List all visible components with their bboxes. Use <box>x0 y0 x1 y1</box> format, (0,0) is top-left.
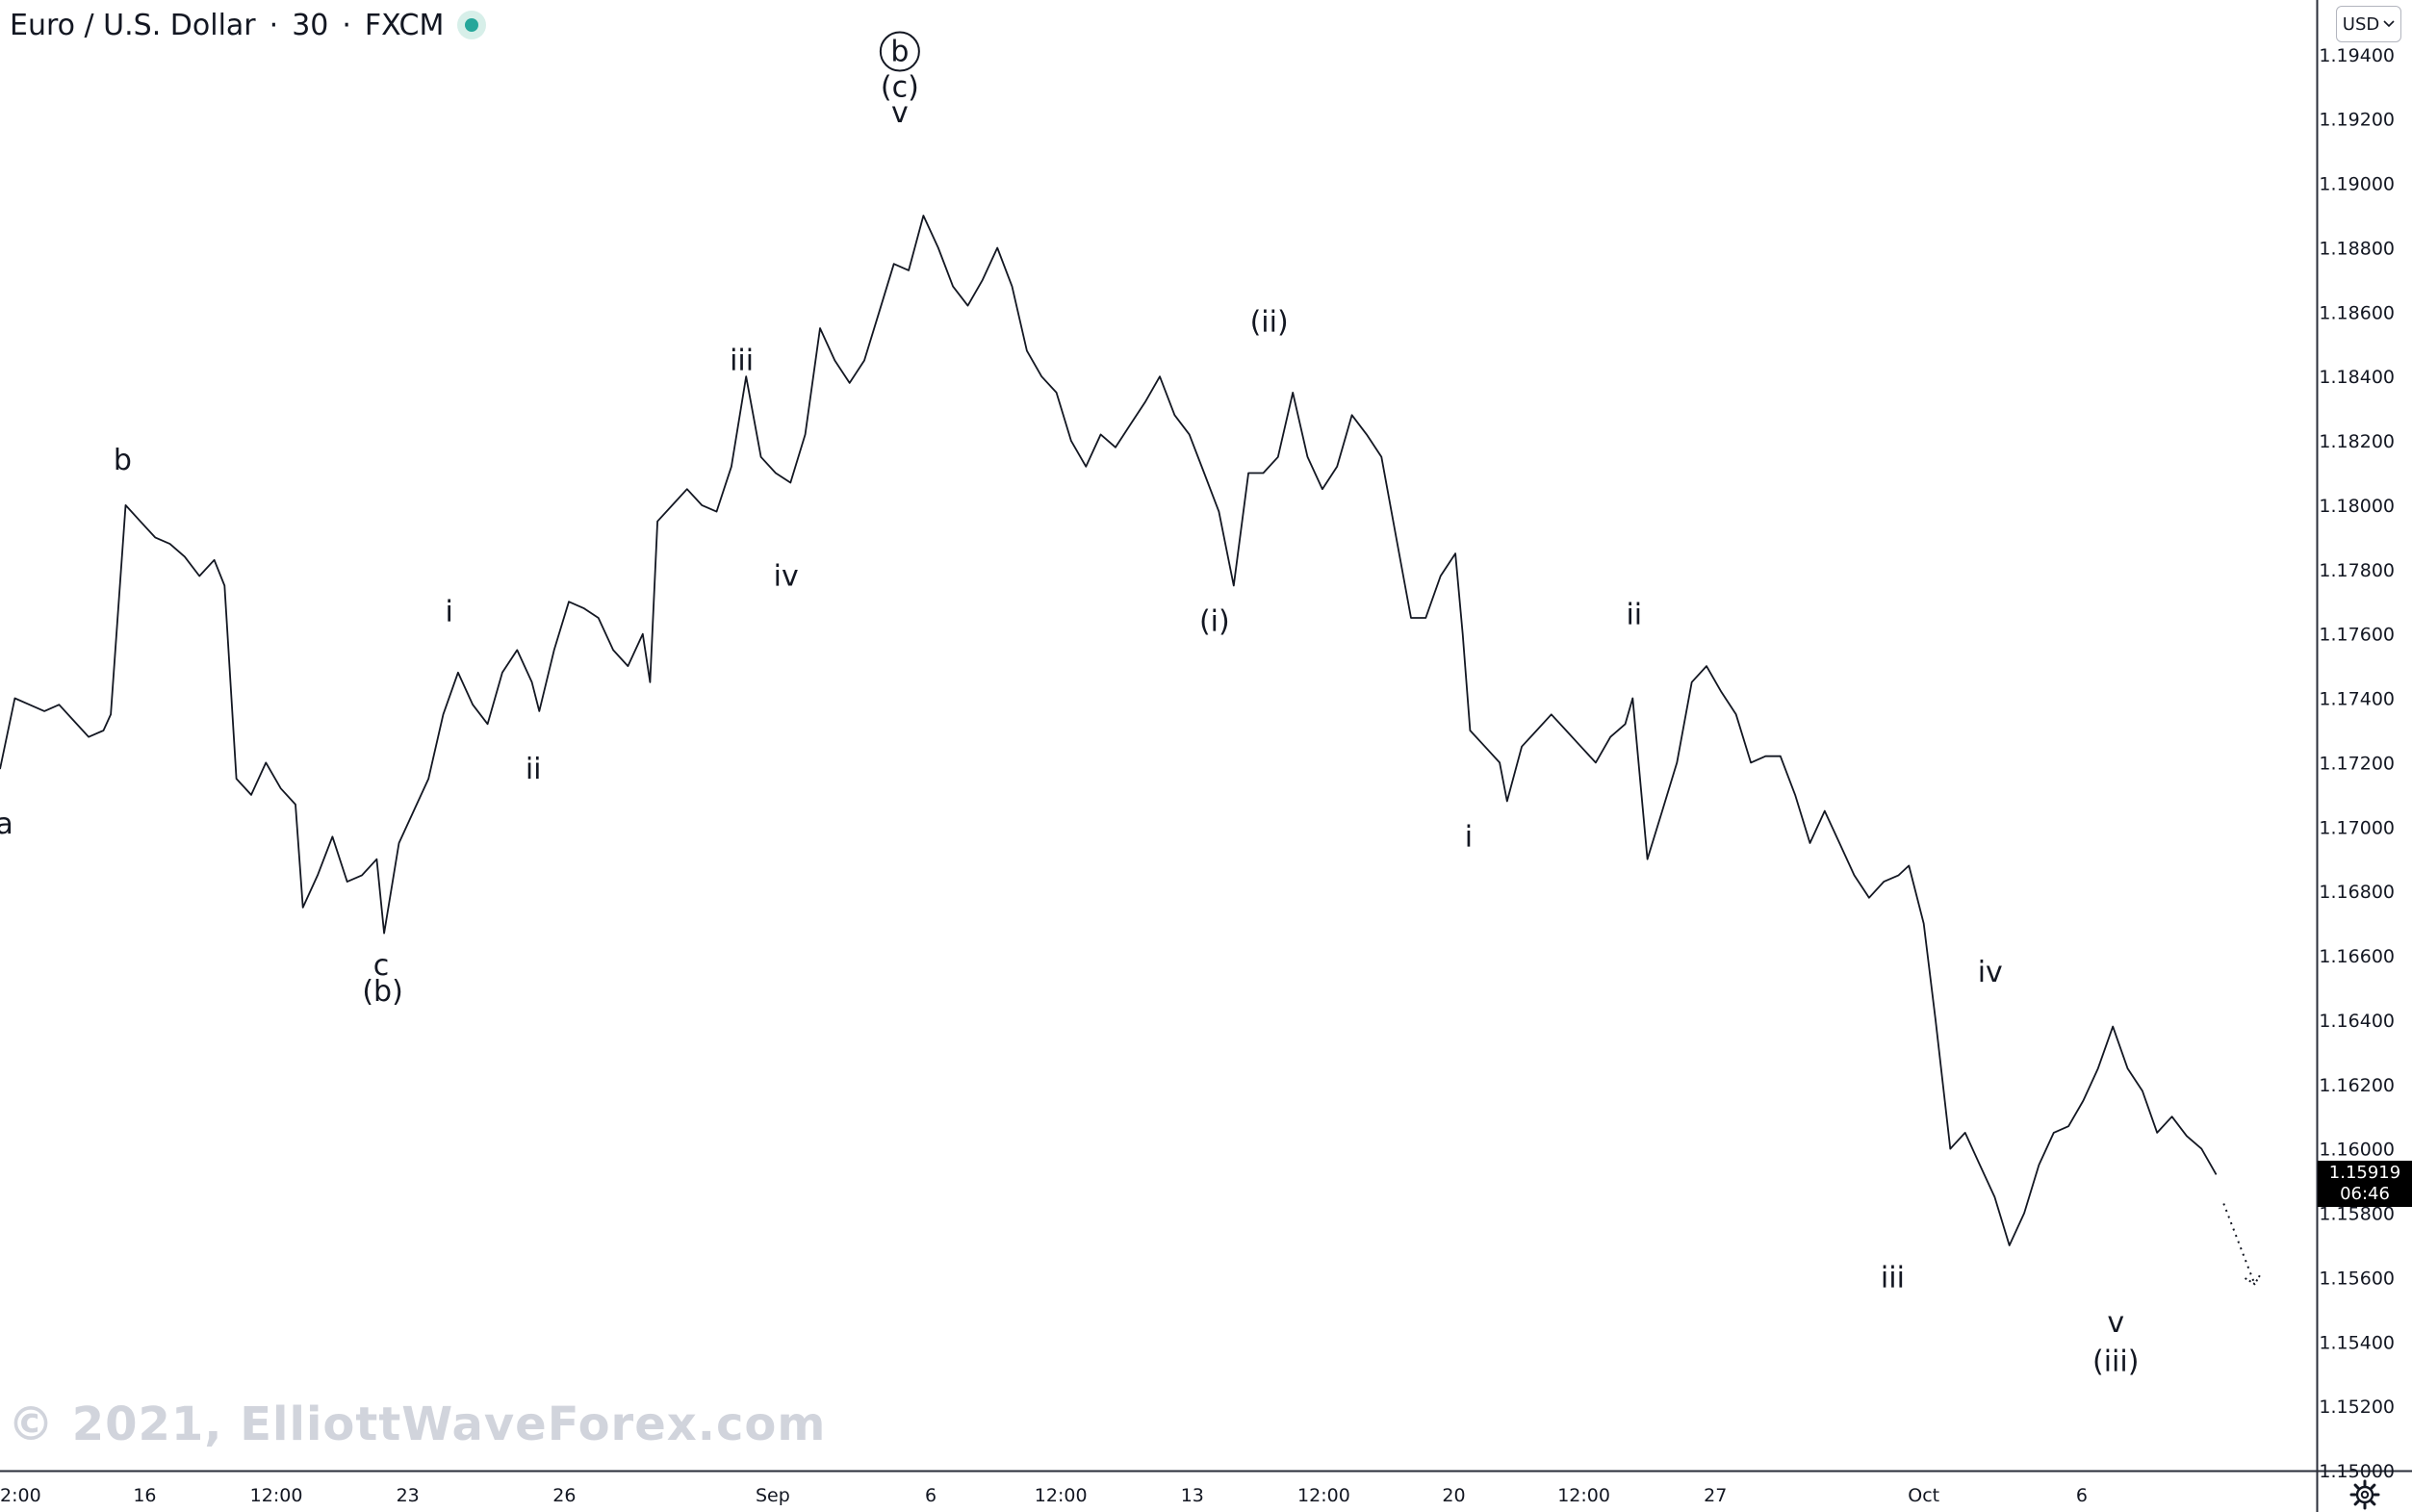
price-tick-label: 1.18200 <box>2319 431 2395 452</box>
price-tick-label: 1.18800 <box>2319 238 2395 259</box>
time-tick-label: 27 <box>1704 1485 1727 1506</box>
price-tick-label: 1.15400 <box>2319 1332 2395 1353</box>
time-tick-label: 6 <box>925 1485 937 1506</box>
separator: · <box>342 8 351 42</box>
last-price-tag: 1.15919 06:46 <box>2318 1161 2412 1207</box>
time-tick-label: 12:00 <box>1297 1485 1350 1506</box>
wave-label: iii <box>1881 1261 1905 1294</box>
price-tick-label: 1.17000 <box>2319 817 2395 838</box>
time-tick-label: 20 <box>1442 1485 1465 1506</box>
symbol-name: Euro / U.S. Dollar <box>10 8 256 42</box>
price-tick-label: 1.15800 <box>2319 1204 2395 1225</box>
price-axis[interactable]: 1.15000 1.15200 1.15400 1.15600 1.15800 1.160… <box>2319 45 2395 1482</box>
price-tick-label: 1.19000 <box>2319 174 2395 195</box>
time-tick-label: 12:00 <box>250 1485 303 1506</box>
plot-area[interactable] <box>0 215 2262 1286</box>
wave-label: ii <box>1626 599 1642 632</box>
time-tick-label: 12:00 <box>1035 1485 1088 1506</box>
time-tick-label: 6 <box>2076 1485 2088 1506</box>
price-tick-label: 1.18000 <box>2319 496 2395 517</box>
wave-label: (ii) <box>1250 305 1289 339</box>
market-status-icon[interactable] <box>457 11 487 39</box>
gear-icon[interactable] <box>2348 1478 2381 1511</box>
wave-label: (c) <box>881 70 919 104</box>
wave-label: (i) <box>1199 604 1230 638</box>
wave-label: iii <box>730 345 754 378</box>
price-tick-label: 1.18600 <box>2319 302 2395 323</box>
time-tick-label: 12:00 <box>1557 1485 1610 1506</box>
price-tick-label: 1.18400 <box>2319 367 2395 388</box>
wave-label: b <box>890 36 909 69</box>
time-tick-label: 2:00 <box>0 1485 41 1506</box>
time-axis[interactable]: 2:00 16 12:00 23 26 Sep 6 12:00 13 12:00 20 12:00 27… <box>0 1485 2088 1506</box>
price-tick-label: 1.16000 <box>2319 1140 2395 1161</box>
price-tick-label: 1.17200 <box>2319 753 2395 774</box>
price-tick-label: 1.16200 <box>2319 1075 2395 1096</box>
wave-label: i <box>445 595 452 628</box>
chevron-down-icon <box>2383 20 2395 28</box>
price-tick-label: 1.16800 <box>2319 882 2395 903</box>
wave-label: c <box>373 949 390 983</box>
wave-label: v <box>2107 1306 2124 1340</box>
wave-label: iv <box>1978 956 2003 989</box>
time-tick-label: 26 <box>552 1485 576 1506</box>
time-tick-label: 16 <box>133 1485 156 1506</box>
price-tick-label: 1.17400 <box>2319 689 2395 710</box>
currency-label: USD <box>2342 13 2380 35</box>
price-tick-label: 1.19400 <box>2319 45 2395 66</box>
wave-label: (b) <box>362 975 402 1009</box>
time-tick-label: 23 <box>397 1485 420 1506</box>
price-tick-label: 1.16600 <box>2319 946 2395 967</box>
wave-label: iv <box>774 560 799 594</box>
wave-label: v <box>891 96 909 130</box>
time-tick-label: Sep <box>756 1485 790 1506</box>
price-tick-label: 1.16400 <box>2319 1011 2395 1032</box>
currency-button[interactable]: USD <box>2336 6 2401 42</box>
time-tick-label: Oct <box>1908 1485 1939 1506</box>
projection-line <box>2222 1203 2256 1285</box>
price-tick-label: 1.15600 <box>2319 1268 2395 1289</box>
price-tick-label: 1.17600 <box>2319 625 2395 646</box>
price-tick-label: 1.15000 <box>2319 1461 2395 1482</box>
wave-label: b <box>114 444 132 477</box>
time-tick-label: 13 <box>1181 1485 1204 1506</box>
last-price-value: 1.15919 <box>2328 1163 2401 1183</box>
wave-label: i <box>1465 820 1473 854</box>
separator: · <box>269 8 279 42</box>
wave-label: ii <box>526 753 542 786</box>
exchange: FXCM <box>364 8 445 42</box>
price-tick-label: 1.17800 <box>2319 560 2395 581</box>
wave-label: a <box>0 807 13 841</box>
wave-label-circle <box>879 31 920 72</box>
price-tick-label: 1.19200 <box>2319 110 2395 131</box>
projection-arrow <box>2245 1273 2262 1286</box>
interval: 30 <box>292 8 329 42</box>
price-line <box>0 215 2218 1246</box>
wave-label: (iii) <box>2092 1345 2139 1378</box>
watermark: © 2021, ElliottWaveForex.com <box>8 1397 827 1451</box>
price-tick-label: 1.15200 <box>2319 1397 2395 1418</box>
symbol-header: Euro / U.S. Dollar · 30 · FXCM <box>10 4 487 46</box>
bar-countdown: 06:46 <box>2340 1184 2390 1204</box>
